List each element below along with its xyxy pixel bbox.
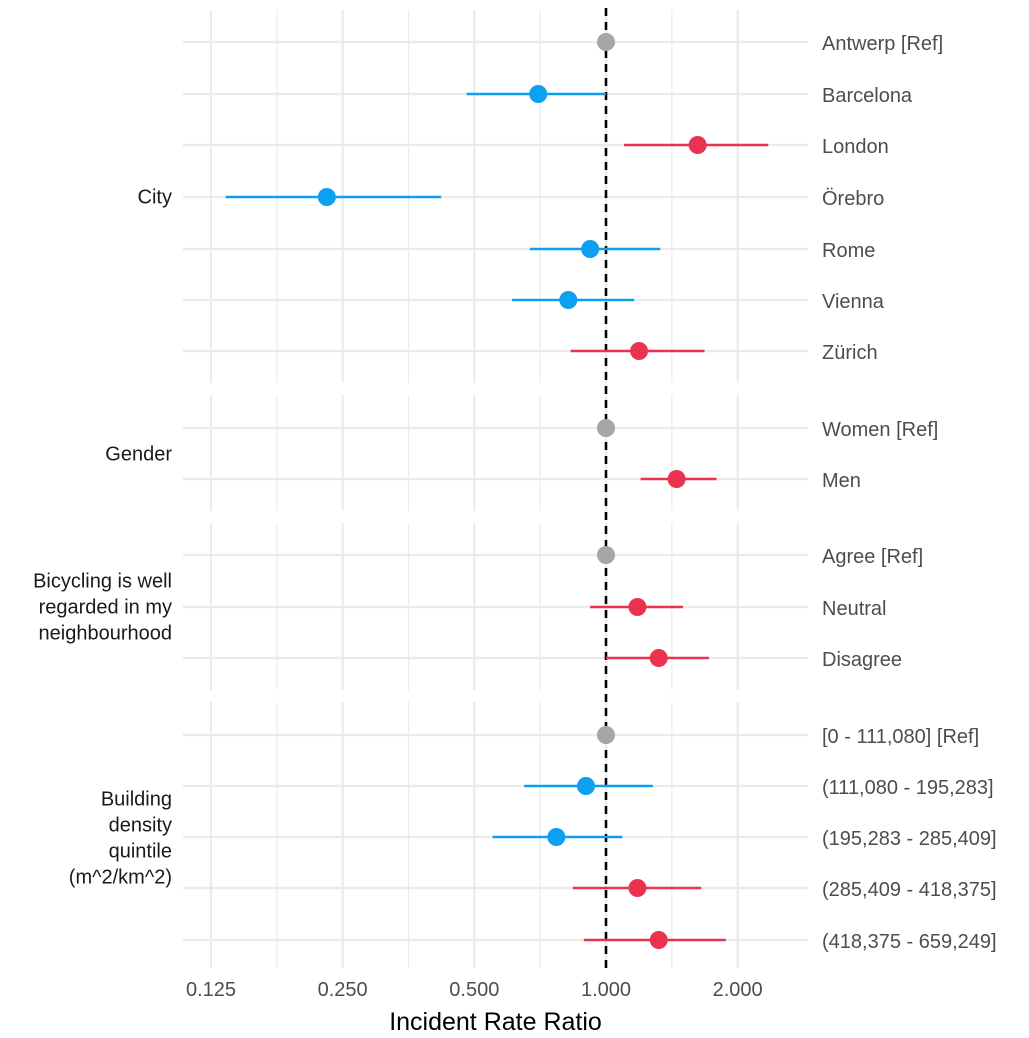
x-tick-label: 0.125: [186, 979, 236, 1001]
row-label: Vienna: [822, 291, 885, 313]
group-label: density: [109, 815, 172, 837]
estimate-point: [649, 649, 668, 667]
row-label: Disagree: [822, 649, 902, 671]
x-tick-label: 0.250: [318, 979, 368, 1001]
row-label: Zürich: [822, 342, 878, 364]
estimate-point: [649, 931, 668, 949]
group-label: neighbourhood: [39, 623, 172, 645]
estimate-point: [317, 188, 336, 206]
row-label: Neutral: [822, 598, 886, 620]
group-label: City: [138, 187, 172, 209]
row-label: London: [822, 136, 889, 158]
estimate-point: [576, 777, 595, 795]
row-label: Rome: [822, 240, 875, 262]
estimate-point: [628, 879, 647, 897]
group-label: Bicycling is well: [33, 571, 172, 593]
estimate-point: [547, 828, 566, 846]
group-label: Gender: [105, 444, 172, 466]
estimate-point: [597, 419, 615, 437]
row-label: Antwerp [Ref]: [822, 33, 943, 55]
estimate-point: [597, 33, 615, 51]
x-tick-label: 0.500: [449, 979, 499, 1001]
estimate-point: [630, 342, 649, 360]
x-axis-title: Incident Rate Ratio: [389, 1008, 602, 1036]
row-label: Örebro: [822, 188, 884, 210]
x-tick-label: 1.000: [581, 979, 631, 1001]
estimate-point: [559, 291, 578, 309]
row-label: Men: [822, 470, 861, 492]
estimate-point: [688, 136, 707, 154]
row-label: (111,080 - 195,283]: [822, 777, 994, 799]
row-label: Women [Ref]: [822, 419, 938, 441]
estimate-point: [581, 240, 600, 258]
group-label: quintile: [109, 841, 172, 863]
x-tick-label: 2.000: [713, 979, 763, 1001]
row-label: Barcelona: [822, 85, 913, 107]
row-label: [0 - 111,080] [Ref]: [822, 726, 979, 748]
group-label: (m^2/km^2): [69, 867, 172, 889]
group-label: Building: [101, 789, 172, 811]
estimate-point: [628, 598, 647, 616]
group-label: regarded in my: [39, 597, 172, 619]
estimate-point: [597, 546, 615, 564]
row-label: (285,409 - 418,375]: [822, 879, 997, 901]
row-label: (418,375 - 659,249]: [822, 931, 997, 953]
estimate-point: [597, 726, 615, 744]
row-label: Agree [Ref]: [822, 546, 923, 568]
estimate-point: [667, 470, 686, 488]
estimate-point: [529, 85, 548, 103]
row-label: (195,283 - 285,409]: [822, 828, 997, 850]
